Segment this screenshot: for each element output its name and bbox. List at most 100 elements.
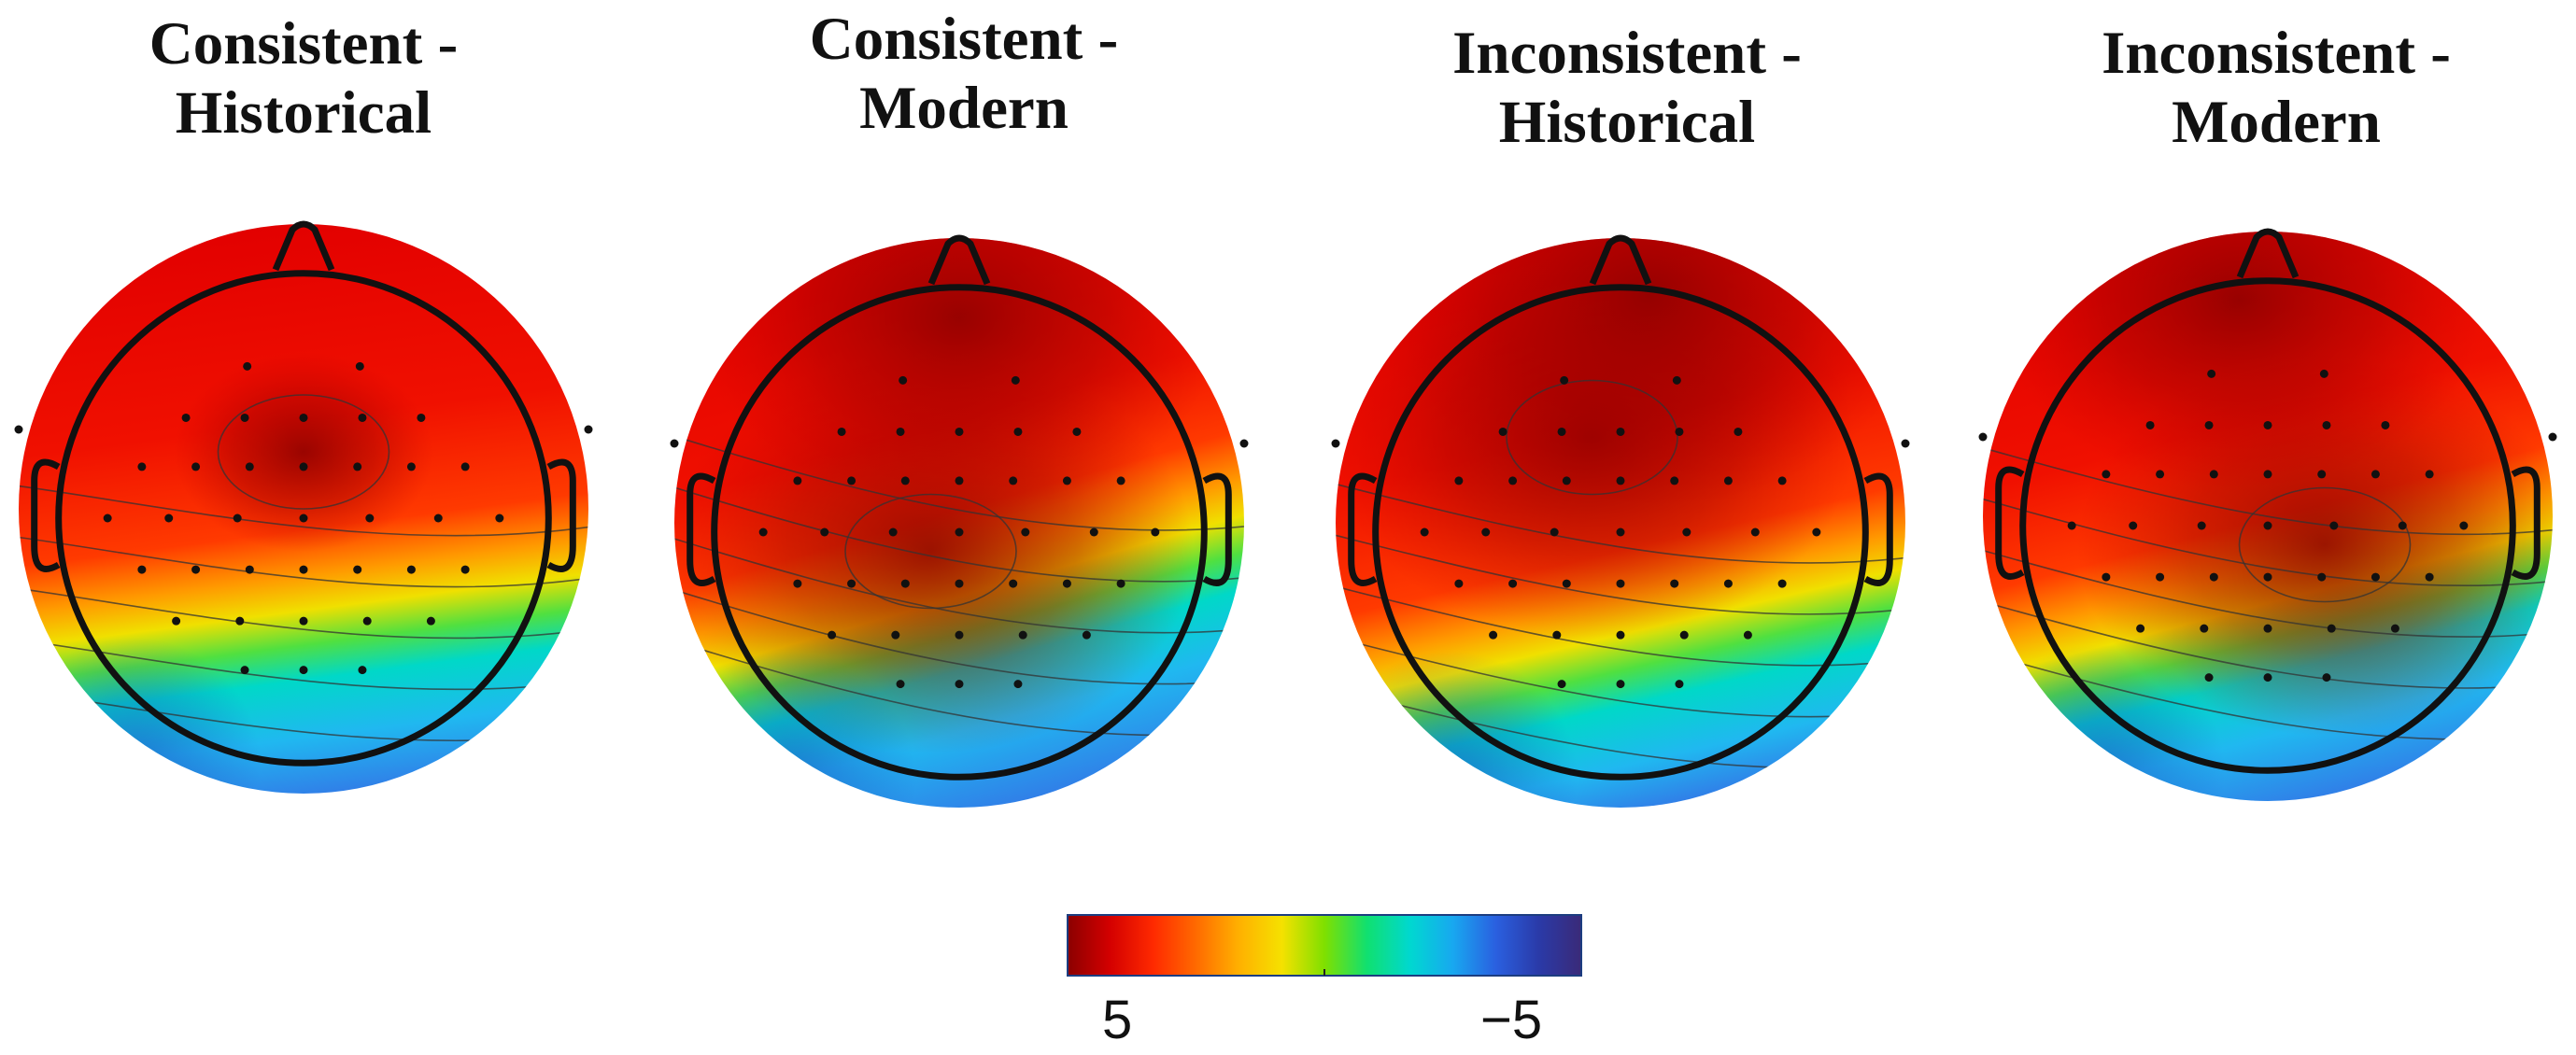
electrode-dot (1013, 680, 1023, 689)
electrode-dot (2263, 624, 2272, 633)
nose-outline (272, 220, 335, 272)
electrode-array (14, 361, 593, 675)
left-ear-outline (31, 458, 61, 572)
electrode-dot (245, 565, 254, 574)
electrode-dot (299, 462, 308, 471)
electrode-dot (103, 513, 112, 523)
electrode-dot (1072, 427, 1082, 436)
electrode-dot (2425, 470, 2434, 479)
electrode-dot (2156, 470, 2165, 479)
electrode-dot (2327, 624, 2336, 633)
electrode-dot (2263, 470, 2272, 479)
electrode-dot (1018, 630, 1027, 640)
panel-title-line1: Consistent - (809, 6, 1119, 73)
electrode-dot (2319, 369, 2328, 378)
electrode-dot (2209, 470, 2218, 479)
electrode-dot (793, 579, 802, 588)
electrode-dot (2204, 673, 2214, 682)
electrode-dot (1151, 528, 1160, 537)
electrode-dot (1616, 528, 1625, 537)
electrode-dot (243, 361, 252, 371)
electrode-dot (1013, 427, 1023, 436)
electrode-dot (837, 427, 846, 436)
electrode-dot (245, 462, 254, 471)
left-ear-outline (686, 472, 716, 586)
electrode-dot (1672, 375, 1681, 385)
electrode-dot (1743, 630, 1752, 640)
electrode-dot (240, 413, 249, 422)
electrode-dot (233, 513, 242, 523)
electrode-dot (1116, 476, 1125, 485)
electrode-dot (2145, 420, 2155, 429)
electrode-dot (1552, 630, 1562, 640)
electrode-dot (2329, 521, 2339, 530)
panel-title-line2: Modern (859, 75, 1069, 142)
activation-hotspot (1990, 232, 2488, 491)
electrode-dot (1011, 375, 1020, 385)
panel-title-line1: Inconsistent - (2102, 20, 2451, 87)
electrode-dot (1616, 630, 1625, 640)
electrode-dot (2067, 521, 2076, 530)
panel-title-line1: Inconsistent - (1452, 20, 1802, 87)
electrode-dot (955, 630, 964, 640)
colorbar (1067, 914, 1582, 977)
electrode-dot (495, 513, 504, 523)
electrode-dot (2200, 624, 2209, 633)
panel-title-consistent-modern: Consistent - Modern (702, 5, 1225, 143)
electrode-dot (433, 513, 443, 523)
electrode-dot (1777, 579, 1787, 588)
head-outline (2019, 277, 2516, 774)
topomap-panel (670, 234, 1249, 808)
electrode-dot (1812, 528, 1821, 537)
electrode-dot (2102, 470, 2111, 479)
electrode-dot (2322, 420, 2331, 429)
right-ear-outline (2511, 466, 2541, 580)
electrode-dot (955, 528, 964, 537)
electrode-dot (2136, 624, 2145, 633)
electrode-dot (191, 462, 201, 471)
electrode-dot (2207, 369, 2216, 378)
electrode-dot (891, 630, 900, 640)
electrode-dot (365, 513, 375, 523)
electrode-dot (1009, 579, 1018, 588)
electrode-dot (426, 616, 435, 626)
nose-outline (1589, 234, 1652, 286)
electrode-dot (2425, 572, 2434, 582)
electrode-dot (1420, 528, 1429, 537)
right-ear-outline (1202, 472, 1232, 586)
electrode-dot (172, 616, 181, 626)
electrode-dot (900, 476, 910, 485)
topomap-panel (1978, 228, 2557, 801)
electrode-dot (299, 666, 308, 675)
electrode-dot (955, 476, 964, 485)
electrode-dot (2317, 572, 2327, 582)
electrode-dot (1454, 579, 1464, 588)
electrode-dot (2102, 572, 2111, 582)
electrode-dot (2317, 470, 2327, 479)
electrode-dot (2263, 673, 2272, 682)
electrode-dot (2263, 572, 2272, 582)
panel-title-inconsistent-historical: Inconsistent - Historical (1366, 19, 1889, 157)
electrode-dot (2129, 521, 2138, 530)
electrode-dot (417, 413, 426, 422)
electrode-dot (1616, 680, 1625, 689)
electrode-dot (353, 565, 362, 574)
electrode-dot (955, 579, 964, 588)
electrode-dot (584, 425, 593, 434)
electrode-dot (14, 425, 23, 434)
electrode-dot (1723, 579, 1733, 588)
electrode-dot (1562, 476, 1571, 485)
electrode-dot (358, 666, 367, 675)
electrode-dot (358, 413, 367, 422)
panel-title-line2: Historical (1498, 89, 1756, 156)
electrode-dot (2390, 624, 2399, 633)
colorbar-label-max: 5 (1102, 990, 1133, 1050)
electrode-dot (1116, 579, 1125, 588)
electrode-dot (2197, 521, 2206, 530)
electrode-dot (2204, 420, 2214, 429)
electrode-dot (353, 462, 362, 471)
electrode-dot (2263, 521, 2272, 530)
electrode-dot (1670, 476, 1679, 485)
electrode-dot (2209, 572, 2218, 582)
